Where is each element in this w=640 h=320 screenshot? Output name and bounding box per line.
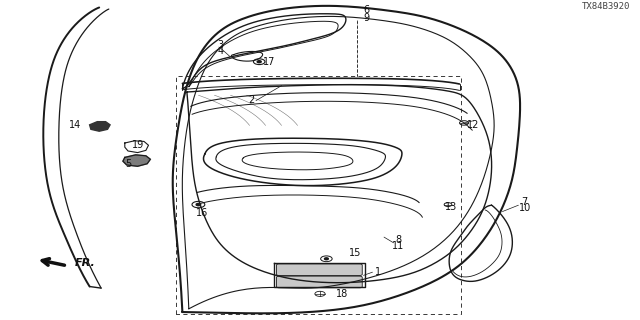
Text: 2: 2 (248, 95, 255, 105)
Text: 4: 4 (218, 46, 224, 57)
Text: 14: 14 (69, 120, 82, 130)
Text: TX84B3920: TX84B3920 (582, 2, 630, 11)
Text: 15: 15 (349, 248, 362, 258)
Text: 12: 12 (467, 121, 480, 131)
Text: 3: 3 (218, 40, 224, 50)
Text: 18: 18 (336, 290, 349, 300)
Text: 9: 9 (364, 13, 370, 23)
Text: 19: 19 (131, 140, 144, 150)
Text: 1: 1 (374, 267, 381, 276)
Polygon shape (123, 155, 150, 166)
Text: 5: 5 (125, 159, 131, 169)
Text: 7: 7 (522, 197, 528, 207)
Text: 8: 8 (395, 235, 401, 245)
Text: 13: 13 (445, 202, 458, 212)
Circle shape (196, 204, 201, 206)
Text: 11: 11 (392, 241, 404, 251)
Text: 16: 16 (195, 208, 208, 218)
Circle shape (324, 258, 328, 260)
Text: 6: 6 (364, 5, 370, 15)
FancyBboxPatch shape (276, 264, 362, 276)
FancyBboxPatch shape (276, 276, 362, 288)
Text: 17: 17 (262, 57, 275, 67)
Text: 10: 10 (518, 204, 531, 213)
Text: FR.: FR. (75, 258, 95, 268)
Circle shape (257, 61, 261, 63)
Polygon shape (90, 122, 110, 131)
